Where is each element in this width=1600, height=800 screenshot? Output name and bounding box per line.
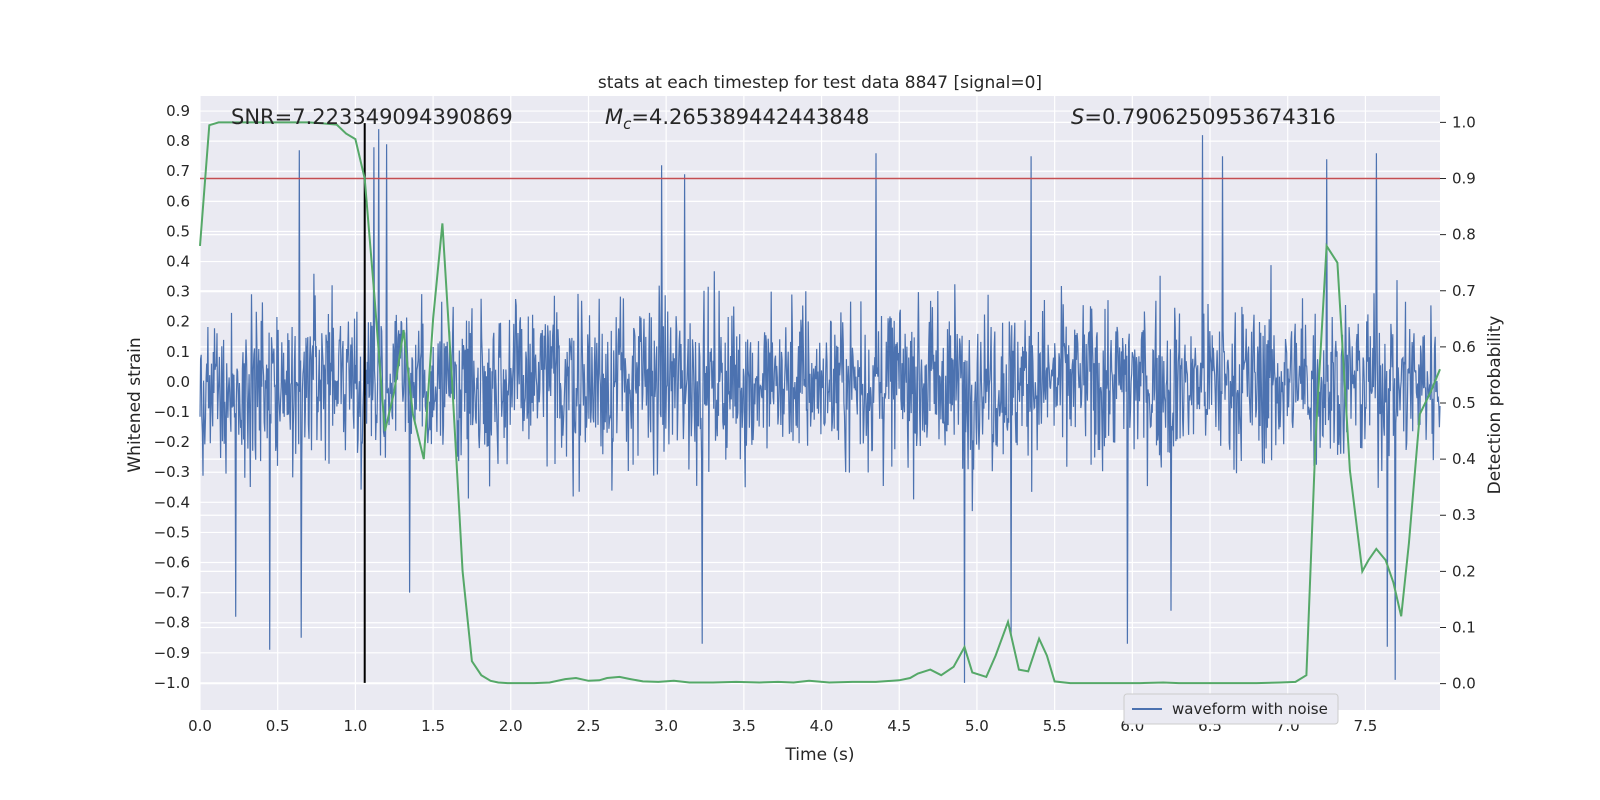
- y2-tick-label: 1.0: [1452, 113, 1476, 131]
- y2-tick-label: 0.7: [1452, 282, 1476, 300]
- y-ticks: 0.9 0.8 0.7 0.6 0.5 0.4 0.3 0.2 0.1 0.0 −0.1 −0.2 −0…: [154, 102, 190, 692]
- y-tick-label: 0.7: [166, 162, 190, 180]
- x-tick-label: 3.0: [654, 717, 678, 735]
- y-tick-label: 0.3: [166, 283, 190, 301]
- y2-axis-label: Detection probability: [1485, 316, 1505, 495]
- y2-tick-label: 0.2: [1452, 562, 1476, 580]
- y2-tick-label: 0.5: [1452, 394, 1476, 412]
- y-tick-label: −0.7: [154, 584, 190, 602]
- mc-value: =4.265389442443848: [631, 105, 869, 129]
- x-tick-label: 2.5: [577, 717, 601, 735]
- chart-title: stats at each timestep for test data 884…: [598, 73, 1042, 93]
- y-tick-label: −1.0: [154, 674, 190, 692]
- y-tick-label: 0.6: [166, 192, 190, 210]
- x-tick-label: 3.5: [732, 717, 756, 735]
- y-tick-label: 0.5: [166, 222, 190, 240]
- mc-symbol: M: [605, 105, 623, 129]
- y2-ticks: 1.0 0.9 0.8 0.7 0.6 0.5 0.4 0.3 0.2 0.1 0.0: [1440, 113, 1476, 693]
- y-tick-label: 0.9: [166, 102, 190, 120]
- mc-subscript: c: [623, 115, 632, 133]
- s-annotation: S=0.7906250953674316: [1071, 105, 1336, 129]
- y-tick-label: −0.5: [154, 523, 190, 541]
- y-tick-label: 0.1: [166, 343, 190, 361]
- legend: waveform with noise: [1123, 693, 1339, 725]
- y2-tick-label: 0.8: [1452, 226, 1476, 244]
- x-tick-label: 4.0: [810, 717, 834, 735]
- y-tick-label: −0.6: [154, 554, 190, 572]
- mc-annotation: Mc=4.265389442443848: [605, 105, 869, 133]
- x-axis-label: Time (s): [784, 745, 854, 765]
- y-tick-label: 0.0: [166, 373, 190, 391]
- x-tick-label: 0.5: [266, 717, 290, 735]
- waveform-line: [199, 129, 1441, 683]
- y2-tick-label: 0.3: [1452, 506, 1476, 524]
- waveform-series: [199, 129, 1441, 683]
- s-value: =0.7906250953674316: [1084, 105, 1335, 129]
- x-tick-label: 5.0: [965, 717, 989, 735]
- legend-label: waveform with noise: [1172, 700, 1328, 718]
- x-tick-label: 1.0: [343, 717, 367, 735]
- y2-tick-label: 0.4: [1452, 450, 1476, 468]
- snr-annotation: SNR=7.223349094390869: [231, 105, 513, 129]
- y-tick-label: −0.2: [154, 433, 190, 451]
- y-tick-label: −0.1: [154, 403, 190, 421]
- x-tick-label: 7.5: [1353, 717, 1377, 735]
- y-tick-label: −0.3: [154, 463, 190, 481]
- y2-tick-label: 0.6: [1452, 338, 1476, 356]
- y2-tick-label: 0.0: [1452, 675, 1476, 693]
- y2-tick-label: 0.9: [1452, 170, 1476, 188]
- y-tick-label: −0.8: [154, 614, 190, 632]
- x-tick-label: 0.0: [188, 717, 212, 735]
- y-tick-label: 0.8: [166, 132, 190, 150]
- y2-tick-label: 0.1: [1452, 618, 1476, 636]
- y-axis-label: Whitened strain: [125, 337, 145, 472]
- x-tick-label: 2.0: [499, 717, 523, 735]
- y-tick-label: −0.9: [154, 644, 190, 662]
- x-tick-label: 5.5: [1043, 717, 1067, 735]
- x-tick-label: 4.5: [887, 717, 911, 735]
- legend-box: [1123, 693, 1339, 725]
- s-symbol: S: [1071, 105, 1084, 129]
- y-tick-label: 0.4: [166, 253, 190, 271]
- y-tick-label: 0.2: [166, 313, 190, 331]
- x-tick-label: 1.5: [421, 717, 445, 735]
- probability-series: [199, 121, 1441, 685]
- y-tick-label: −0.4: [154, 493, 190, 511]
